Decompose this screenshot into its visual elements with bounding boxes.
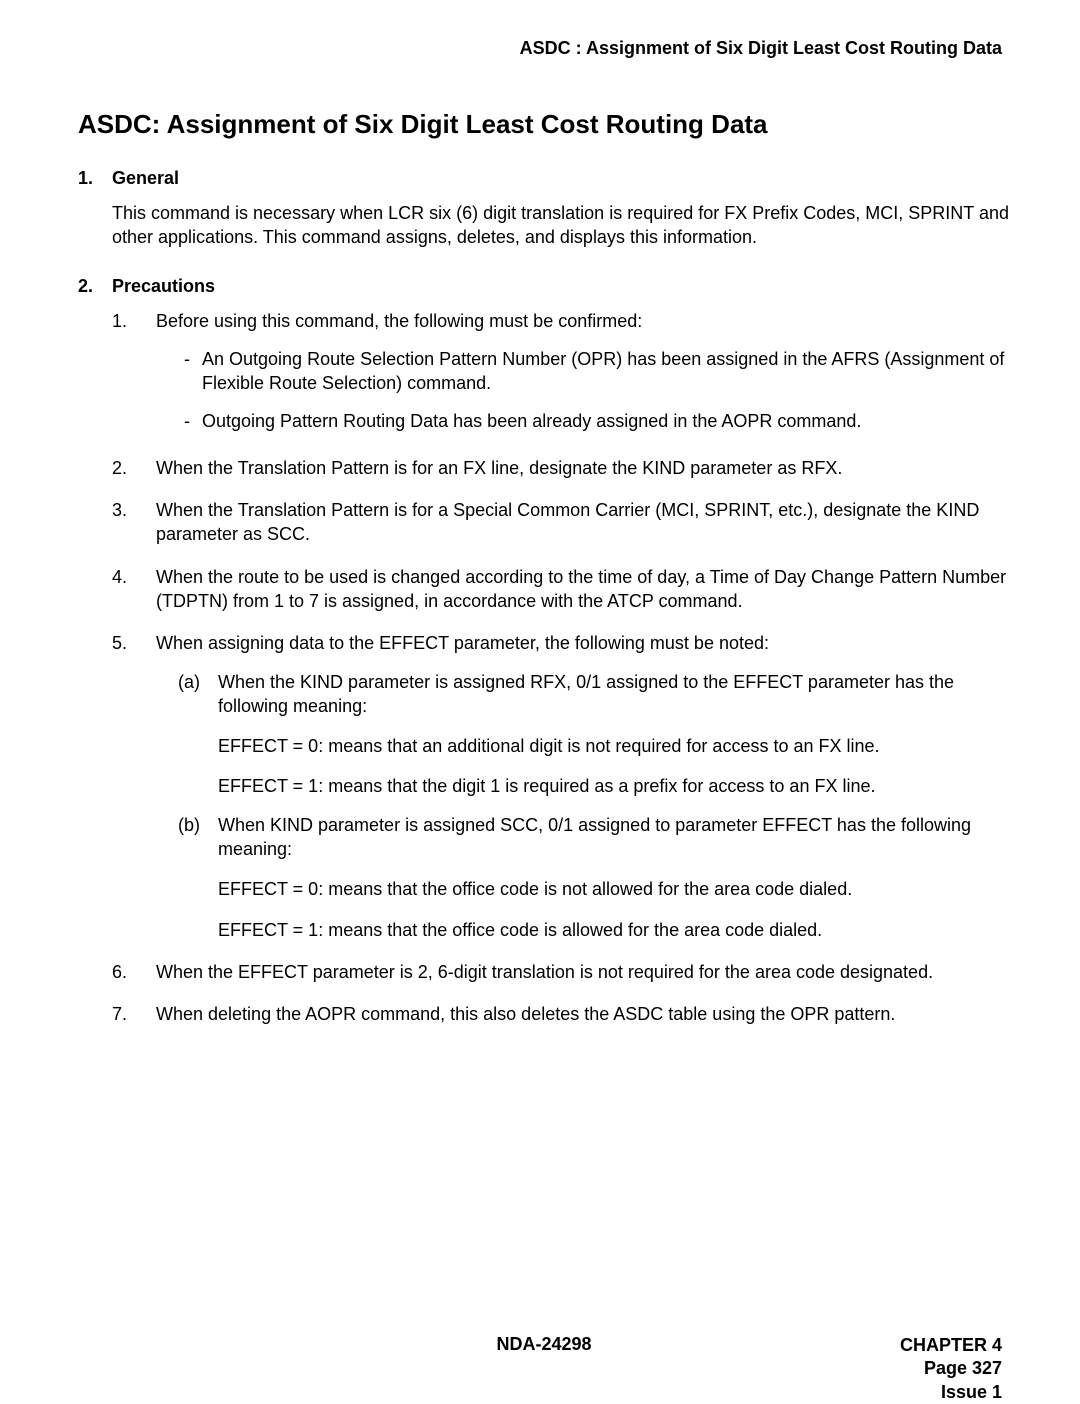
effect-line: EFFECT = 0: means that the office code i… (218, 877, 1010, 901)
footer-page: Page 327 (900, 1357, 1002, 1380)
item-text: When deleting the AOPR command, this als… (156, 1002, 1010, 1026)
precaution-item: 5.When assigning data to the EFFECT para… (112, 631, 1010, 942)
footer-doc-number: NDA-24298 (78, 1334, 1010, 1355)
dash-marker: - (184, 409, 202, 433)
item-marker: 4. (112, 565, 156, 614)
effect-line: EFFECT = 0: means that an additional dig… (218, 734, 1010, 758)
section-1-label: General (112, 168, 179, 189)
section-1-heading: 1. General (78, 168, 1010, 189)
item-text: When assigning data to the EFFECT parame… (156, 631, 1010, 655)
precautions-list: 1.Before using this command, the followi… (112, 309, 1010, 1027)
precaution-item: 7.When deleting the AOPR command, this a… (112, 1002, 1010, 1026)
item-text: When the EFFECT parameter is 2, 6-digit … (156, 960, 1010, 984)
item-content: Before using this command, the following… (156, 309, 1010, 438)
page-title: ASDC: Assignment of Six Digit Least Cost… (78, 109, 1010, 140)
item-marker: 2. (112, 456, 156, 480)
dash-item: -An Outgoing Route Selection Pattern Num… (184, 347, 1010, 396)
footer-chapter: CHAPTER 4 (900, 1334, 1002, 1357)
item-content: When deleting the AOPR command, this als… (156, 1002, 1010, 1026)
precaution-item: 1.Before using this command, the followi… (112, 309, 1010, 438)
effect-line: EFFECT = 1: means that the digit 1 is re… (218, 774, 1010, 798)
section-2-number: 2. (78, 276, 112, 297)
running-header: ASDC : Assignment of Six Digit Least Cos… (78, 38, 1010, 59)
precaution-item: 4.When the route to be used is changed a… (112, 565, 1010, 614)
item-marker: 6. (112, 960, 156, 984)
item-content: When the Translation Pattern is for an F… (156, 456, 1010, 480)
effect-line: EFFECT = 1: means that the office code i… (218, 918, 1010, 942)
letter-marker: (b) (178, 813, 218, 862)
letter-item: (b)When KIND parameter is assigned SCC, … (178, 813, 1010, 862)
item-marker: 5. (112, 631, 156, 942)
page-footer: NDA-24298 CHAPTER 4 Page 327 Issue 1 (78, 1334, 1010, 1355)
dash-text: An Outgoing Route Selection Pattern Numb… (202, 347, 1010, 396)
dash-item: -Outgoing Pattern Routing Data has been … (184, 409, 1010, 433)
item-marker: 1. (112, 309, 156, 438)
dash-text: Outgoing Pattern Routing Data has been a… (202, 409, 1010, 433)
precaution-item: 6.When the EFFECT parameter is 2, 6-digi… (112, 960, 1010, 984)
precaution-item: 3.When the Translation Pattern is for a … (112, 498, 1010, 547)
footer-issue: Issue 1 (900, 1381, 1002, 1404)
letter-text: When KIND parameter is assigned SCC, 0/1… (218, 813, 1010, 862)
item-marker: 3. (112, 498, 156, 547)
precaution-item: 2.When the Translation Pattern is for an… (112, 456, 1010, 480)
item-content: When the EFFECT parameter is 2, 6-digit … (156, 960, 1010, 984)
section-2-heading: 2. Precautions (78, 276, 1010, 297)
letter-item: (a)When the KIND parameter is assigned R… (178, 670, 1010, 719)
item-text: When the Translation Pattern is for a Sp… (156, 498, 1010, 547)
item-content: When the Translation Pattern is for a Sp… (156, 498, 1010, 547)
item-text: When the Translation Pattern is for an F… (156, 456, 1010, 480)
item-content: When the route to be used is changed acc… (156, 565, 1010, 614)
dash-marker: - (184, 347, 202, 396)
section-2-label: Precautions (112, 276, 215, 297)
item-content: When assigning data to the EFFECT parame… (156, 631, 1010, 942)
letter-text: When the KIND parameter is assigned RFX,… (218, 670, 1010, 719)
item-text: When the route to be used is changed acc… (156, 565, 1010, 614)
letter-marker: (a) (178, 670, 218, 719)
section-1-body: This command is necessary when LCR six (… (112, 201, 1010, 250)
item-text: Before using this command, the following… (156, 309, 1010, 333)
section-1-number: 1. (78, 168, 112, 189)
item-marker: 7. (112, 1002, 156, 1026)
